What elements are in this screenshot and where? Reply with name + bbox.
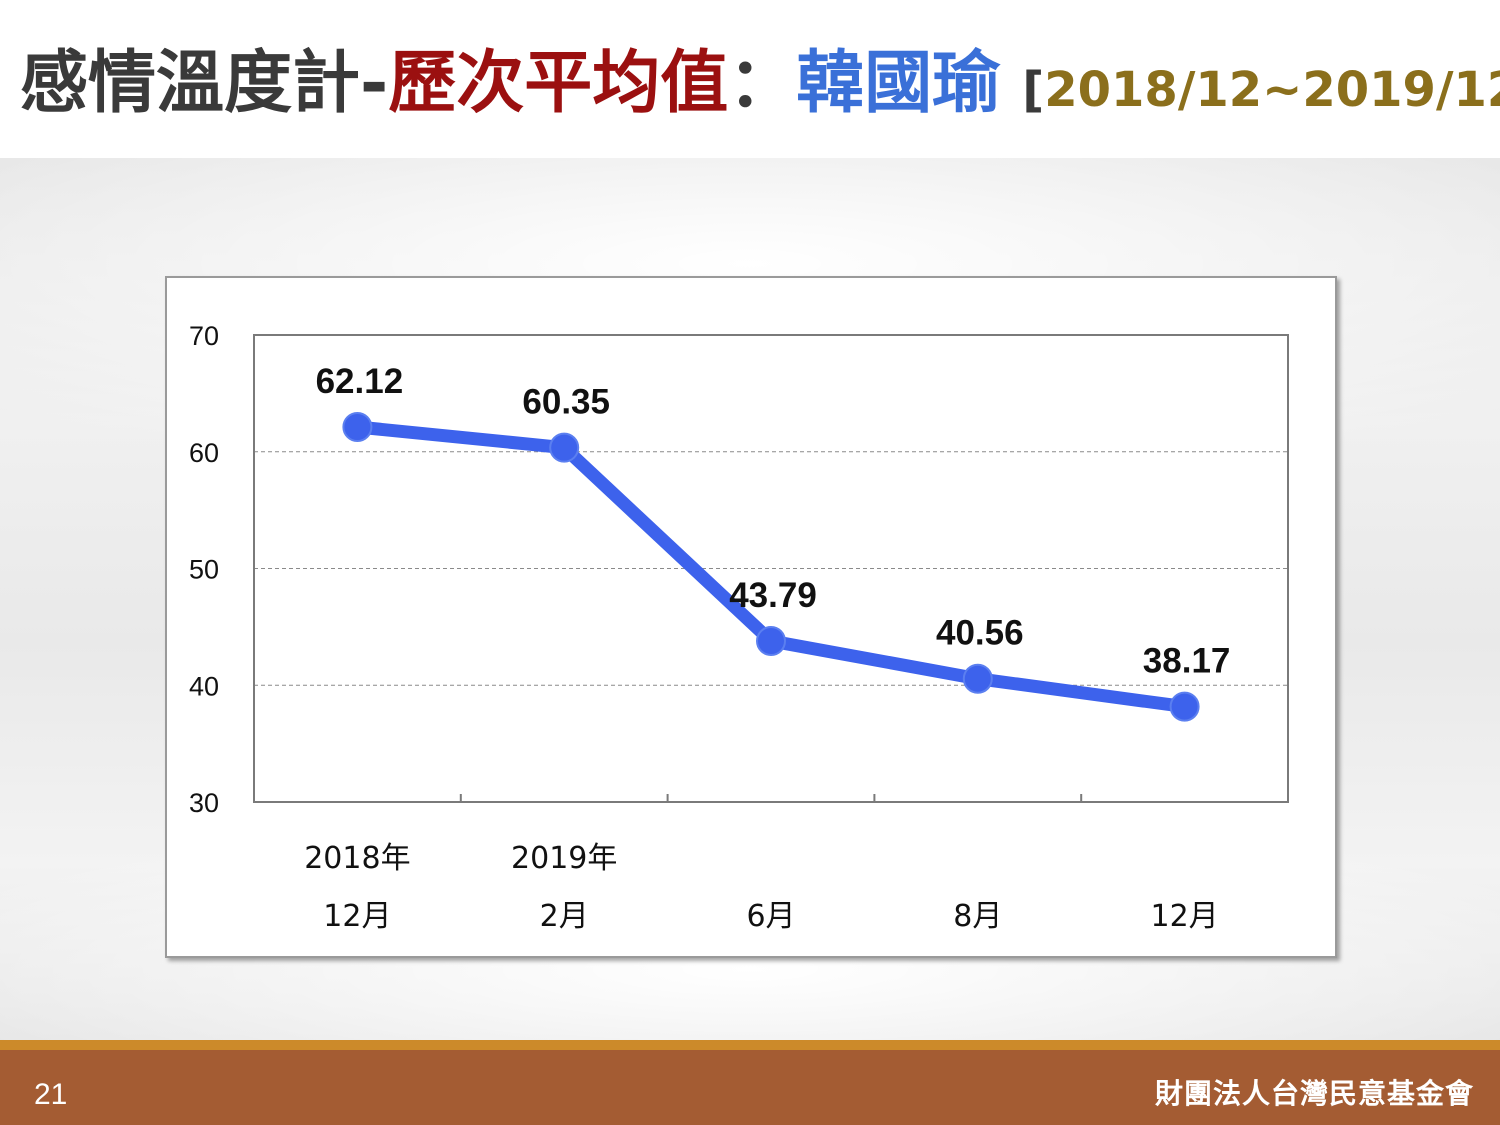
data-label: 38.17 bbox=[1143, 642, 1231, 681]
footer-bar: 21 財團法人台灣民意基金會 bbox=[0, 1040, 1500, 1125]
x-category-month-label: 6月 bbox=[746, 899, 795, 934]
data-point bbox=[1169, 691, 1200, 722]
y-tick-label: 60 bbox=[189, 438, 219, 468]
x-category-month-label: 2月 bbox=[540, 899, 589, 934]
y-tick-label: 70 bbox=[189, 321, 219, 351]
x-category-month-label: 8月 bbox=[953, 899, 1002, 934]
x-category-year-label: 2019年 bbox=[511, 841, 617, 876]
line-chart: 30 40 50 60 70 62.12 60.35 43.79 40.56 38.17 2018年… bbox=[189, 321, 1289, 934]
series-line bbox=[350, 420, 1192, 714]
data-point bbox=[756, 626, 786, 657]
title-topic: 感情溫度計- bbox=[20, 44, 389, 123]
title-bar: 感情溫度計-歷次平均值：韓國瑜 [2018/12~2019/12] bbox=[0, 0, 1500, 158]
data-label: 60.35 bbox=[522, 383, 610, 422]
plot-area bbox=[253, 334, 1289, 803]
range-value: 2018/12~2019/12 bbox=[1044, 62, 1500, 118]
organization-name: 財團法人台灣民意基金會 bbox=[1154, 1077, 1474, 1110]
slide-title: 感情溫度計-歷次平均值：韓國瑜 [2018/12~2019/12] bbox=[20, 40, 1500, 134]
title-separator: ： bbox=[728, 44, 797, 123]
x-category-month-label: 12月 bbox=[1151, 899, 1219, 934]
title-subtopic: 歷次平均值 bbox=[388, 44, 729, 123]
chart-panel: 30 40 50 60 70 62.12 60.35 43.79 40.56 38.17 2018年… bbox=[165, 276, 1337, 958]
range-open-bracket: [ bbox=[1022, 62, 1045, 118]
data-label: 43.79 bbox=[729, 576, 817, 615]
title-person-name: 韓國瑜 bbox=[796, 44, 1001, 123]
y-tick-label: 30 bbox=[189, 788, 219, 818]
data-point bbox=[962, 663, 993, 694]
data-point bbox=[342, 411, 373, 442]
y-tick-label: 50 bbox=[189, 555, 219, 585]
x-category-year-label: 2018年 bbox=[304, 841, 410, 876]
x-category-month-label: 12月 bbox=[323, 899, 391, 934]
y-tick-label: 40 bbox=[189, 671, 219, 701]
data-point bbox=[549, 432, 580, 463]
page-number: 21 bbox=[34, 1078, 68, 1111]
data-label: 62.12 bbox=[316, 362, 404, 401]
data-label: 40.56 bbox=[936, 614, 1024, 653]
title-date-range: [2018/12~2019/12] bbox=[1022, 62, 1500, 118]
